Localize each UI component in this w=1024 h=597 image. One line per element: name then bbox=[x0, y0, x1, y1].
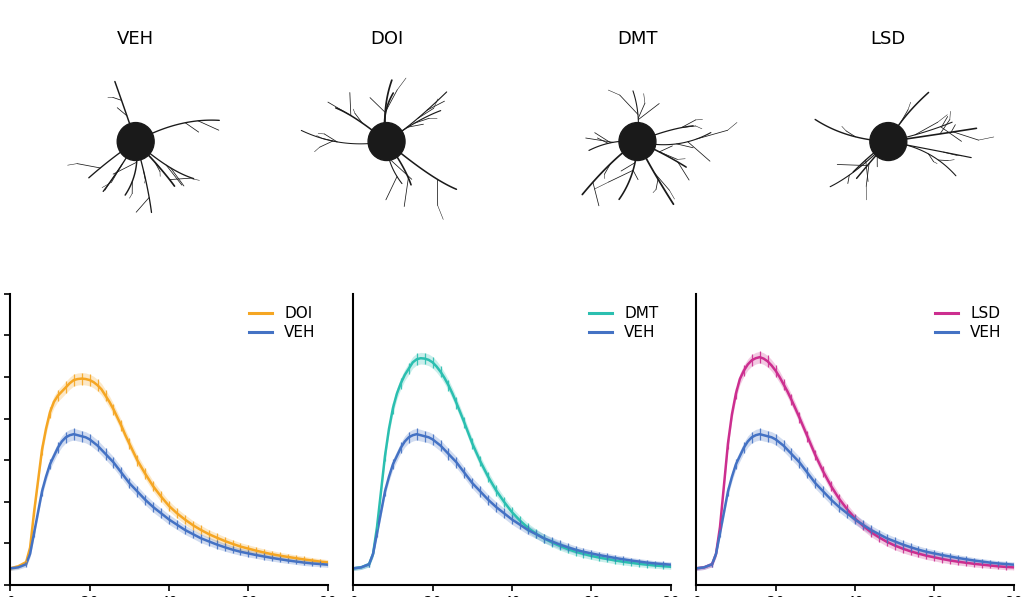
VEH bbox=[881, 535, 893, 542]
DMT bbox=[391, 390, 403, 397]
VEH bbox=[195, 535, 207, 542]
VEH bbox=[95, 446, 108, 453]
DOI bbox=[76, 375, 88, 382]
DMT bbox=[538, 535, 550, 542]
DOI bbox=[139, 470, 152, 477]
VEH bbox=[665, 561, 677, 568]
VEH bbox=[825, 496, 838, 503]
Line: DMT: DMT bbox=[353, 358, 671, 568]
DMT bbox=[415, 355, 427, 362]
Line: VEH: VEH bbox=[696, 434, 1014, 568]
Line: VEH: VEH bbox=[10, 434, 328, 568]
DOI bbox=[4, 565, 16, 572]
VEH bbox=[68, 430, 80, 438]
VEH bbox=[322, 561, 334, 568]
DMT bbox=[506, 509, 518, 516]
DOI bbox=[163, 503, 175, 510]
LSD bbox=[754, 353, 766, 361]
Ellipse shape bbox=[869, 122, 907, 161]
VEH bbox=[498, 510, 510, 517]
VEH bbox=[734, 453, 746, 460]
Text: VEH: VEH bbox=[117, 29, 155, 48]
VEH bbox=[841, 510, 853, 517]
DMT bbox=[482, 473, 495, 481]
VEH bbox=[163, 516, 175, 523]
DOI bbox=[95, 386, 108, 393]
LSD bbox=[849, 515, 861, 522]
Ellipse shape bbox=[117, 122, 155, 161]
Legend: DOI, VEH: DOI, VEH bbox=[245, 301, 321, 345]
VEH bbox=[781, 446, 794, 453]
VEH bbox=[538, 535, 550, 542]
Text: DOI: DOI bbox=[370, 29, 403, 48]
DMT bbox=[438, 374, 451, 381]
VEH bbox=[754, 430, 766, 438]
Ellipse shape bbox=[368, 122, 406, 161]
LSD bbox=[881, 538, 893, 545]
VEH bbox=[438, 446, 451, 453]
DMT bbox=[347, 565, 359, 572]
LSD bbox=[825, 482, 838, 490]
VEH bbox=[155, 510, 167, 517]
LSD bbox=[841, 506, 853, 513]
Line: VEH: VEH bbox=[353, 434, 671, 568]
VEH bbox=[347, 565, 359, 572]
VEH bbox=[411, 430, 423, 438]
VEH bbox=[849, 516, 861, 523]
LSD bbox=[781, 388, 794, 395]
Ellipse shape bbox=[618, 122, 656, 161]
Text: DMT: DMT bbox=[617, 29, 657, 48]
DMT bbox=[665, 563, 677, 570]
VEH bbox=[391, 453, 403, 460]
LSD bbox=[690, 565, 702, 572]
VEH bbox=[506, 516, 518, 523]
Line: LSD: LSD bbox=[696, 357, 1014, 568]
DOI bbox=[155, 493, 167, 500]
Text: LSD: LSD bbox=[870, 29, 906, 48]
DOI bbox=[48, 398, 60, 405]
VEH bbox=[690, 565, 702, 572]
Legend: LSD, VEH: LSD, VEH bbox=[931, 301, 1007, 345]
DMT bbox=[498, 498, 510, 506]
VEH bbox=[1008, 561, 1020, 568]
VEH bbox=[4, 565, 16, 572]
VEH bbox=[48, 453, 60, 460]
LSD bbox=[734, 376, 746, 383]
VEH bbox=[482, 496, 495, 503]
VEH bbox=[139, 496, 152, 503]
DOI bbox=[195, 527, 207, 534]
LSD bbox=[1008, 564, 1020, 571]
DOI bbox=[322, 559, 334, 566]
Line: DOI: DOI bbox=[10, 378, 328, 568]
Legend: DMT, VEH: DMT, VEH bbox=[585, 301, 664, 345]
